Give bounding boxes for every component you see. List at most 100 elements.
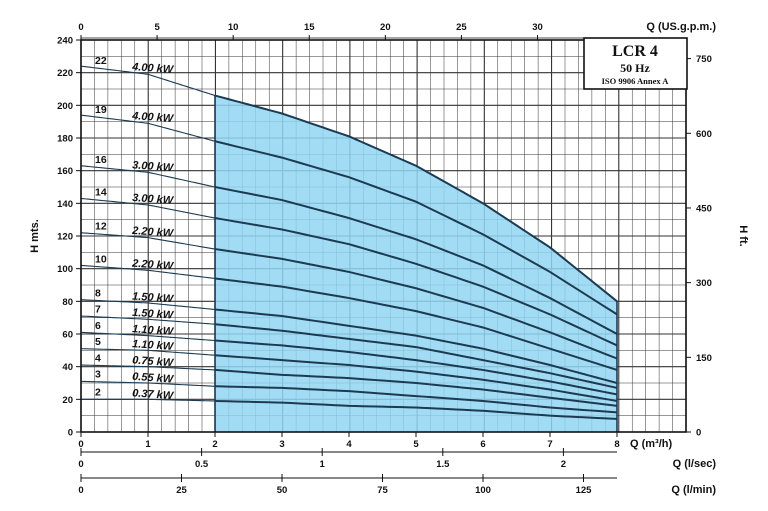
y-left-tick-label: 120 [57, 232, 73, 243]
power-label-7: 1.50 kW [132, 307, 175, 322]
y-left-tick-label: 200 [57, 101, 73, 112]
chart-title-box: LCR 4 50 Hz ISO 9906 Annex A [583, 37, 688, 90]
x-lmin-tick-label: 100 [475, 485, 491, 496]
power-label-3: 0.55 kW [132, 371, 175, 386]
power-label-6: 1.10 kW [132, 323, 175, 338]
stage-label-22: 22 [95, 55, 107, 67]
curve-3-stages [214, 385, 618, 414]
y-left-tick-label: 60 [62, 330, 73, 341]
curve-19-stages-shutoff [80, 114, 216, 142]
stage-label-16: 16 [95, 154, 107, 166]
x-top-tick-label: 5 [154, 22, 160, 33]
stage-label-7: 7 [95, 304, 101, 316]
x-lmin-tick-label: 25 [176, 485, 187, 496]
standard-label: ISO 9906 Annex A [602, 76, 670, 86]
curve-5-stages [214, 354, 618, 402]
x-axis-lsec-label: Q (l/sec) [673, 458, 717, 470]
y-right-tick-label: 300 [696, 278, 712, 289]
stage-label-6: 6 [95, 320, 101, 332]
power-label-2: 0.37 kW [132, 387, 175, 402]
x-lsec-tick-label: 1.5 [436, 459, 450, 470]
power-label-5: 1.10 kW [132, 338, 175, 353]
x-top-tick-label: 25 [456, 22, 467, 33]
y-right-tick-label: 150 [696, 353, 712, 364]
x-primary-tick-label: 3 [279, 439, 284, 450]
power-label-12: 2.20 kW [131, 225, 175, 240]
y-left-tick-label: 80 [62, 297, 73, 308]
y-right-tick-label: 450 [696, 203, 712, 214]
curve-16-stages [214, 186, 618, 335]
x-lmin-tick-label: 0 [78, 485, 83, 496]
performance-curves: 22 4.00 kW 19 4.00 kW 16 3.00 kW 14 3.00 kW 12 2.… [80, 55, 618, 420]
curve-2-stages [214, 399, 618, 420]
y-left-tick-label: 160 [57, 166, 73, 177]
curve-14-stages [214, 217, 618, 347]
x-lsec-tick-label: 0.5 [195, 459, 209, 470]
curve-2-stages-shutoff [81, 398, 216, 402]
curve-16-stages-shutoff [80, 165, 216, 188]
x-primary-tick-label: 6 [480, 439, 485, 450]
curve-22-stages [214, 94, 618, 303]
y-right-tick-label: 750 [696, 54, 712, 65]
curve-7-stages [214, 323, 618, 389]
x-axis-primary-label: Q (m³/h) [630, 438, 672, 450]
y-left-tick-label: 180 [57, 134, 73, 145]
x-axis-top-label: Q (US.g.p.m.) [646, 21, 716, 33]
x-primary-tick-label: 7 [547, 439, 552, 450]
x-top-tick-label: 15 [304, 22, 315, 33]
x-top-tick-label: 30 [532, 22, 543, 33]
stage-label-5: 5 [95, 336, 101, 348]
curve-6-stages [214, 339, 618, 396]
x-axis-lmin-label: Q (l/min) [671, 484, 716, 496]
curve-8-stages [214, 308, 618, 384]
curve-8-stages-shutoff [80, 299, 216, 311]
y-left-tick-label: 0 [68, 428, 73, 439]
curve-14-stages-shutoff [80, 197, 216, 219]
x-lsec-tick-label: 1 [320, 459, 326, 470]
stage-label-19: 19 [95, 104, 107, 116]
x-lsec-tick-label: 2 [561, 459, 566, 470]
curve-6-stages-shutoff [80, 331, 216, 342]
curve-12-stages [214, 248, 618, 360]
curve-7-stages-shutoff [80, 315, 216, 325]
y-left-tick-label: 240 [57, 36, 73, 47]
x-primary-tick-label: 5 [413, 439, 419, 450]
x-lsec-tick-label: 0 [78, 459, 83, 470]
x-primary-tick-label: 4 [346, 439, 352, 450]
x-top-tick-label: 20 [380, 22, 391, 33]
frequency-label: 50 Hz [620, 61, 650, 75]
curve-5-stages-shutoff [80, 348, 216, 356]
stage-label-8: 8 [95, 287, 101, 299]
curve-19-stages [214, 140, 618, 316]
stage-label-3: 3 [95, 369, 101, 381]
curve-12-stages-shutoff [80, 232, 216, 250]
power-label-8: 1.50 kW [132, 290, 175, 305]
y-left-tick-label: 40 [62, 362, 73, 373]
y-left-tick-label: 20 [62, 395, 73, 406]
curve-3-stages-shutoff [80, 380, 216, 387]
power-label-16: 3.00 kW [132, 159, 175, 174]
y-axis-left-label: H mts. [29, 219, 41, 253]
x-primary-tick-label: 8 [614, 439, 619, 450]
y-left-tick-label: 140 [57, 199, 73, 210]
y-axis-right-label: H ft. [737, 225, 749, 246]
x-primary-tick-label: 2 [212, 439, 217, 450]
curve-22-stages-shutoff [80, 65, 216, 97]
curve-4-stages [214, 368, 618, 407]
power-label-14: 3.00 kW [132, 192, 175, 207]
stage-label-4: 4 [95, 352, 101, 364]
stage-label-10: 10 [95, 253, 107, 265]
y-right-tick-label: 600 [696, 129, 712, 140]
x-primary-tick-label: 0 [78, 439, 83, 450]
stage-label-14: 14 [95, 187, 107, 199]
x-lmin-tick-label: 75 [377, 485, 388, 496]
power-label-19: 4.00 kW [131, 110, 175, 125]
power-label-22: 4.00 kW [131, 61, 175, 76]
power-label-4: 0.75 kW [132, 354, 175, 369]
y-right-tick-label: 0 [696, 428, 701, 439]
curve-10-stages [214, 277, 618, 371]
x-lmin-tick-label: 125 [576, 485, 593, 496]
y-left-tick-label: 220 [57, 68, 73, 79]
curve-4-stages-shutoff [80, 364, 216, 371]
